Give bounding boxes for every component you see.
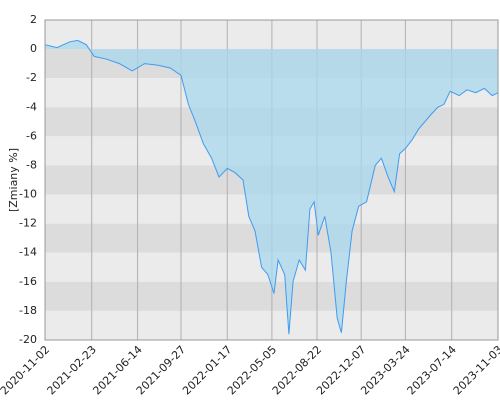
y-tick-label: -6 (26, 129, 37, 142)
y-tick-label: -16 (19, 275, 37, 288)
y-tick-label: -14 (19, 246, 37, 259)
line (44, 39, 499, 335)
y-axis-label: [Zmiany %] (7, 148, 20, 212)
y-tick-label: -4 (26, 100, 37, 113)
plot-border (44, 19, 499, 341)
y-tick-label: 0 (30, 42, 37, 55)
y-tick-label: -10 (19, 188, 37, 201)
y-tick-label: -8 (26, 158, 37, 171)
x-tick-label: 2023-11-03 (451, 343, 500, 397)
y-tick-label: -20 (19, 333, 37, 346)
y-tick-label: 2 (30, 13, 37, 26)
y-tick-label: -2 (26, 71, 37, 84)
y-tick-label: -12 (19, 217, 37, 230)
area (45, 40, 498, 335)
y-tick-label: -18 (19, 304, 37, 317)
